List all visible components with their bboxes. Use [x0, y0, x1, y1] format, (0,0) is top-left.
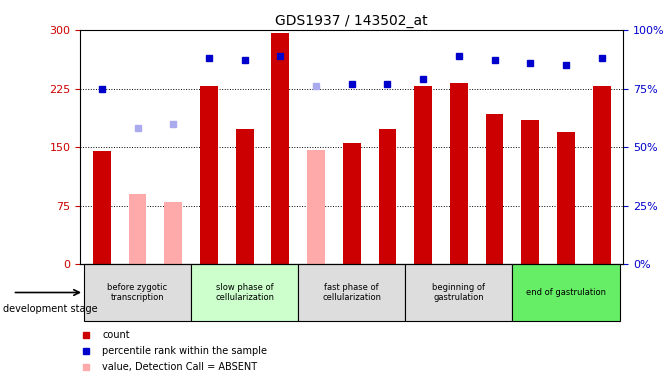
Text: count: count	[102, 330, 130, 340]
Bar	[521, 120, 539, 264]
FancyBboxPatch shape	[191, 264, 298, 321]
Text: percentile rank within the sample: percentile rank within the sample	[102, 346, 267, 356]
Bar	[200, 86, 218, 264]
Bar	[307, 150, 325, 264]
Bar	[414, 86, 432, 264]
FancyBboxPatch shape	[298, 264, 405, 321]
Text: beginning of
gastrulation: beginning of gastrulation	[432, 283, 485, 302]
Title: GDS1937 / 143502_at: GDS1937 / 143502_at	[275, 13, 428, 28]
Bar	[486, 114, 503, 264]
FancyBboxPatch shape	[513, 264, 620, 321]
FancyBboxPatch shape	[405, 264, 513, 321]
FancyBboxPatch shape	[84, 264, 191, 321]
Bar	[557, 132, 575, 264]
Text: slow phase of
cellularization: slow phase of cellularization	[215, 283, 274, 302]
Bar	[164, 202, 182, 264]
Bar	[236, 129, 253, 264]
Bar	[271, 33, 289, 264]
Bar	[450, 83, 468, 264]
Bar	[593, 86, 610, 264]
Bar	[129, 194, 147, 264]
Text: end of gastrulation: end of gastrulation	[526, 288, 606, 297]
Text: fast phase of
cellularization: fast phase of cellularization	[322, 283, 381, 302]
Bar	[379, 129, 397, 264]
Text: value, Detection Call = ABSENT: value, Detection Call = ABSENT	[102, 363, 257, 372]
Bar	[343, 143, 360, 264]
Text: development stage: development stage	[3, 304, 98, 314]
Bar	[93, 151, 111, 264]
Text: before zygotic
transcription: before zygotic transcription	[107, 283, 168, 302]
